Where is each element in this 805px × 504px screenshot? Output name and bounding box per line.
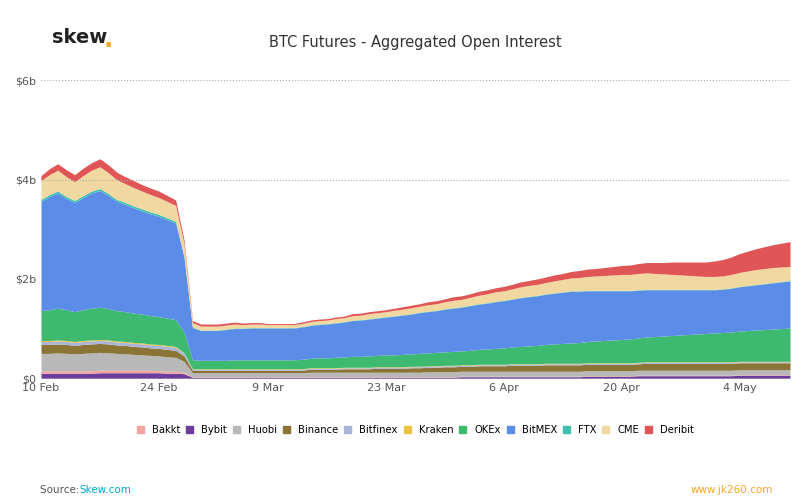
Text: skew: skew xyxy=(52,28,108,47)
Text: Source:: Source: xyxy=(40,485,83,495)
Text: .: . xyxy=(103,28,113,52)
Title: BTC Futures - Aggregated Open Interest: BTC Futures - Aggregated Open Interest xyxy=(269,35,562,50)
Text: Skew.com: Skew.com xyxy=(79,485,130,495)
Text: www.jk260.com: www.jk260.com xyxy=(691,485,773,495)
Legend: Bakkt, Bybit, Huobi, Binance, Bitfinex, Kraken, OKEx, BitMEX, FTX, CME, Deribit: Bakkt, Bybit, Huobi, Binance, Bitfinex, … xyxy=(137,425,694,435)
